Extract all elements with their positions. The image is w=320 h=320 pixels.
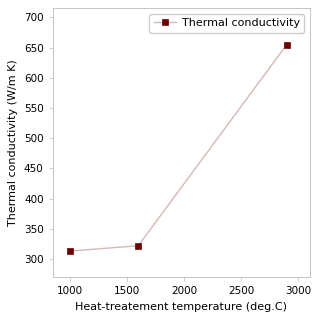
Legend: Thermal conductivity: Thermal conductivity [149,14,304,33]
X-axis label: Heat-treatement temperature (deg.C): Heat-treatement temperature (deg.C) [75,302,287,312]
Line: Thermal conductivity: Thermal conductivity [67,42,290,254]
Thermal conductivity [285,43,289,46]
Y-axis label: Thermal conductivity (W/m K): Thermal conductivity (W/m K) [8,59,18,226]
Thermal conductivity [68,249,72,253]
Thermal conductivity [136,244,140,248]
